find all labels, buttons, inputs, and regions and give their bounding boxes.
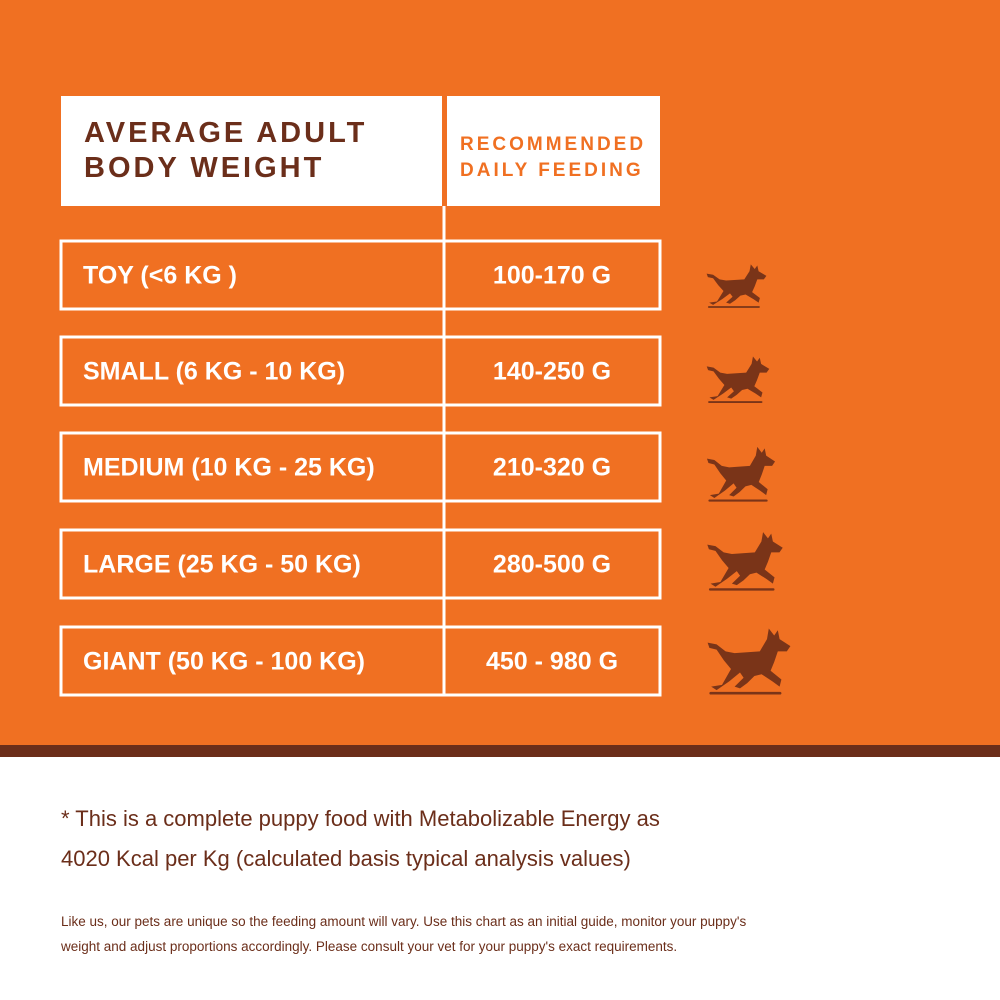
white-background bbox=[0, 757, 1000, 1000]
disclaimer-line: weight and adjust proportions accordingl… bbox=[60, 939, 677, 954]
header-right-line: DAILY FEEDING bbox=[460, 160, 644, 181]
note-line: * This is a complete puppy food with Met… bbox=[61, 806, 660, 831]
feeding-amount: 450 - 980 G bbox=[486, 648, 618, 676]
brown-band bbox=[0, 745, 1000, 757]
size-label: GIANT (50 KG - 100 KG) bbox=[83, 648, 365, 676]
header-right-box bbox=[447, 96, 660, 206]
feeding-amount: 210-320 G bbox=[493, 454, 611, 482]
row-box bbox=[59, 239, 662, 311]
size-label: TOY (<6 KG ) bbox=[83, 262, 237, 290]
table: TOY (<6 KG ) 100-170 G SMALL (6 KG - 10 KG… bbox=[59, 239, 662, 697]
feeding-amount: 100-170 G bbox=[493, 262, 611, 290]
feeding-amount: 280-500 G bbox=[493, 551, 611, 579]
header-left-line: AVERAGE ADULT bbox=[84, 117, 367, 149]
disclaimer-line: Like us, our pets are unique so the feed… bbox=[61, 914, 746, 929]
feeding-amount: 140-250 G bbox=[493, 358, 611, 386]
row-box bbox=[59, 625, 662, 697]
row-box bbox=[59, 528, 662, 600]
header-left-line: BODY WEIGHT bbox=[84, 152, 324, 184]
size-label: SMALL (6 KG - 10 KG) bbox=[83, 358, 345, 386]
header-left-box bbox=[61, 96, 442, 206]
header-right-line: RECOMMENDED bbox=[460, 134, 646, 155]
row-box bbox=[59, 335, 662, 407]
row-box bbox=[59, 431, 662, 503]
note-line: 4020 Kcal per Kg (calculated basis typic… bbox=[61, 846, 631, 871]
size-label: MEDIUM (10 KG - 25 KG) bbox=[83, 454, 375, 482]
size-label: LARGE (25 KG - 50 KG) bbox=[83, 551, 361, 579]
